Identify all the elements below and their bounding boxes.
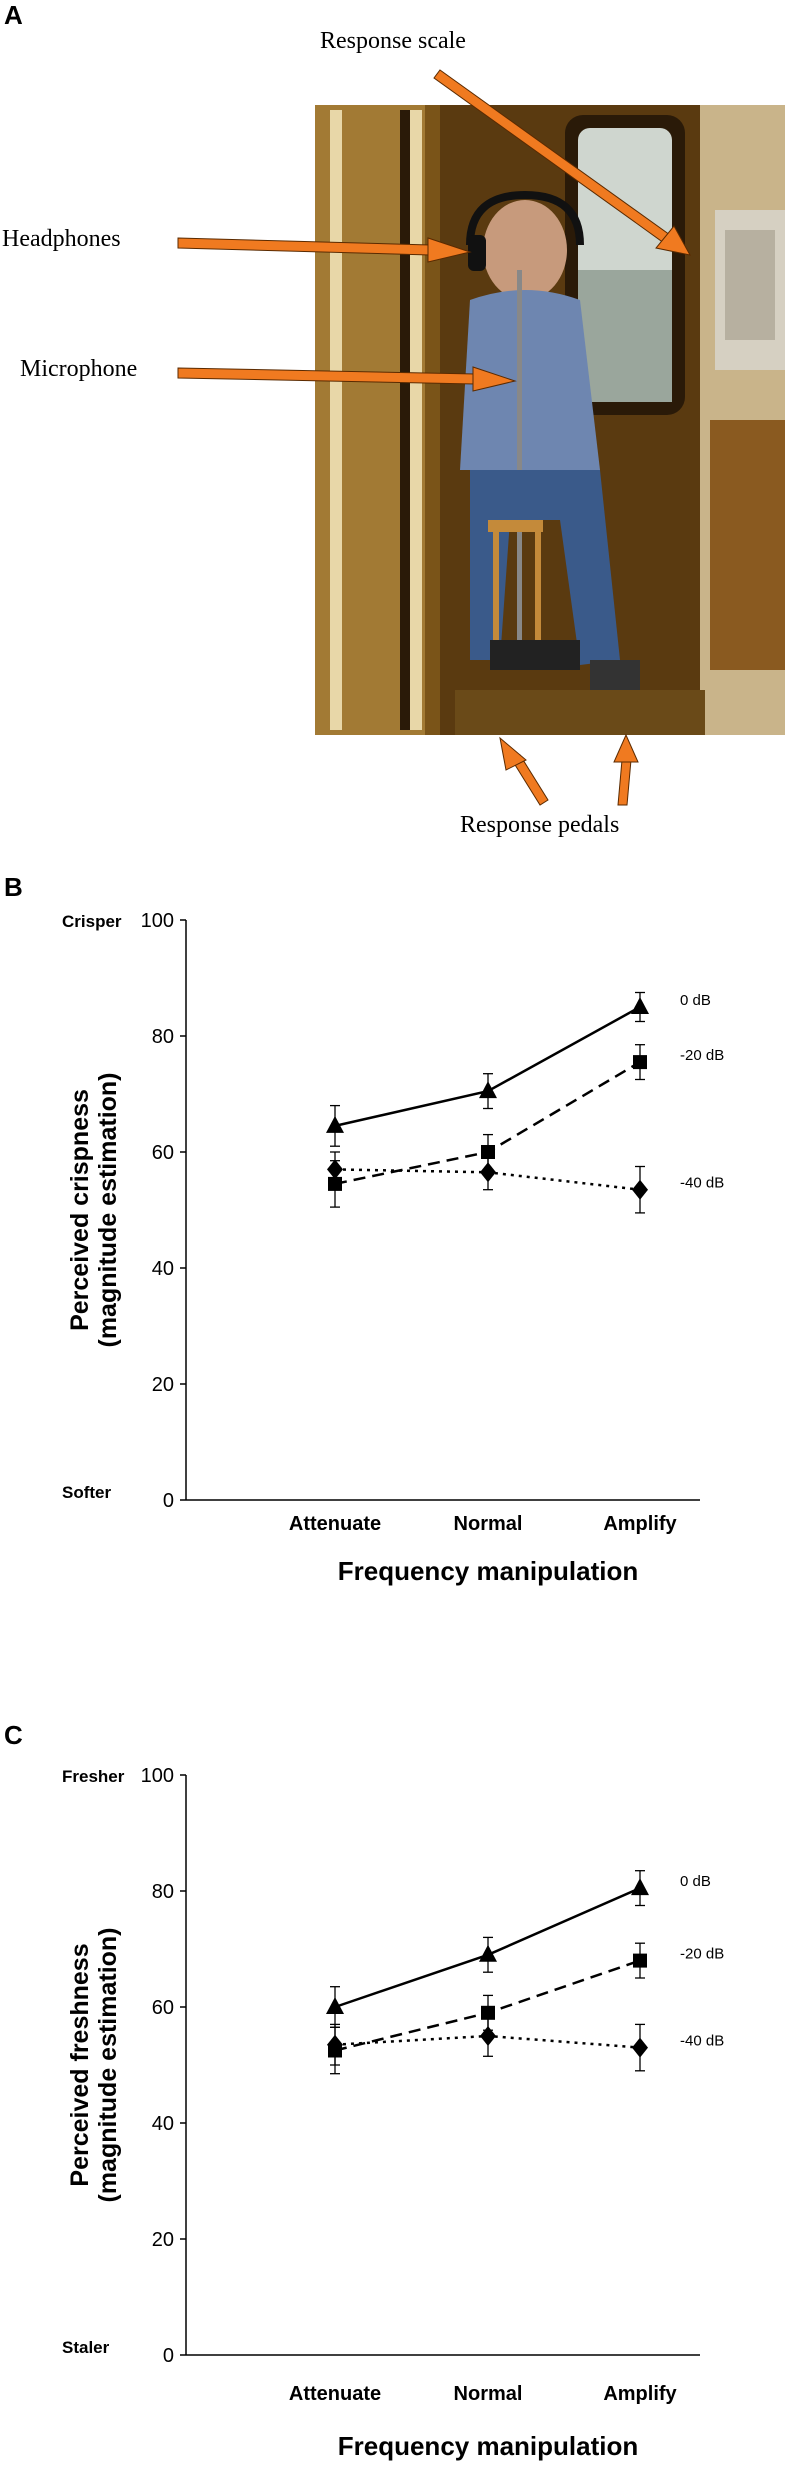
headphones-arrowhead (427, 237, 472, 263)
series-label: 0 dB (680, 992, 711, 1009)
label-headphones: Headphones (2, 226, 121, 252)
label-response-pedals: Response pedals (460, 812, 620, 838)
y-axis-label-2: (magnitude estimation) (94, 1072, 122, 1347)
microphone-arrowhead (472, 366, 517, 392)
y-tick-label: 20 (152, 1374, 174, 1396)
desk (710, 420, 785, 670)
pedal-arrow-right (617, 759, 632, 806)
data-point (632, 1179, 648, 1200)
stool-leg-2 (535, 530, 541, 640)
series-label: 0 dB (680, 1873, 711, 1890)
data-point (326, 1115, 344, 1133)
mic-stand (517, 270, 522, 650)
pedal-left (490, 640, 580, 670)
x-tick-label: Amplify (603, 2383, 677, 2405)
y-tick-label: 100 (141, 1765, 174, 1787)
pedal-arrowhead-left (499, 736, 527, 771)
y-tick-label: 40 (152, 1258, 174, 1280)
y-tick-label: 80 (152, 1026, 174, 1048)
data-point (479, 1944, 497, 1962)
y-tick-label: 0 (163, 2345, 174, 2367)
pedal-arrowhead-right (613, 733, 639, 763)
data-point (480, 2026, 496, 2046)
x-tick-label: Normal (454, 1513, 523, 1535)
y-tick-label: 0 (163, 1490, 174, 1512)
x-tick-label: Normal (454, 2383, 523, 2405)
panel-letter-b: B (4, 872, 23, 902)
x-tick-label: Attenuate (289, 2383, 381, 2405)
series-label: -40 dB (680, 2033, 724, 2050)
x-axis-label: Frequency manipulation (338, 2431, 639, 2461)
series-label: -20 dB (680, 1047, 724, 1064)
data-point (326, 1997, 344, 2014)
person-legs (470, 470, 620, 665)
door-frame-strip (330, 110, 342, 730)
y-axis-label-2: (magnitude estimation) (94, 1927, 122, 2202)
panel-letter-a: A (4, 0, 23, 30)
y-tick-label: 60 (152, 1997, 174, 2019)
data-point (631, 997, 649, 1014)
computer-screen (725, 230, 775, 340)
label-microphone: Microphone (20, 356, 138, 382)
x-axis-label: Frequency manipulation (338, 1556, 639, 1586)
data-point (480, 1162, 496, 1183)
label-response-scale: Response scale (320, 28, 466, 54)
photo-panel: Response scale Headphones Microphone Res… (0, 0, 800, 870)
data-point (631, 1878, 649, 1896)
panel-letter-c: C (4, 1720, 23, 1750)
anchor-bottom-label: Softer (62, 1483, 112, 1502)
window-reflection (578, 270, 672, 402)
booth-floor (455, 690, 705, 735)
stool-seat (488, 520, 543, 532)
y-tick-label: 80 (152, 1881, 174, 1903)
y-tick-label: 60 (152, 1142, 174, 1164)
door-gap (400, 110, 410, 730)
data-point (479, 1081, 497, 1099)
headphones-cup (468, 235, 486, 271)
data-point (632, 2037, 648, 2058)
y-axis-label: Perceived crispness (66, 1089, 94, 1331)
series-label: -40 dB (680, 1175, 724, 1192)
x-tick-label: Attenuate (289, 1513, 381, 1535)
freshness-chart: 0 20 40 60 80 100 Fresher Staler Perceived fresh… (62, 1765, 724, 2461)
data-point (327, 2034, 343, 2055)
data-point (633, 1055, 647, 1070)
y-axis-label: Perceived freshness (66, 1943, 94, 2186)
crispness-chart: 0 20 40 60 80 100 Crisper Softer Perceived crisp… (62, 910, 724, 1586)
person-head (483, 200, 567, 300)
door-frame-strip-2 (410, 110, 422, 730)
data-point (633, 1953, 647, 1968)
headphones-band (466, 190, 584, 246)
response-scale-arrowhead (655, 225, 691, 256)
anchor-top-label: Fresher (62, 1767, 125, 1786)
anchor-top-label: Crisper (62, 912, 122, 931)
y-tick-label: 100 (141, 910, 174, 932)
x-tick-label: Amplify (603, 1513, 677, 1535)
person-torso (460, 290, 600, 470)
stool-leg (493, 530, 499, 640)
y-tick-label: 40 (152, 2113, 174, 2135)
series-label: -20 dB (680, 1946, 724, 1963)
anchor-bottom-label: Staler (62, 2338, 110, 2357)
booth-photo (177, 69, 785, 806)
y-tick-label: 20 (152, 2229, 174, 2251)
data-point (327, 1159, 343, 1180)
